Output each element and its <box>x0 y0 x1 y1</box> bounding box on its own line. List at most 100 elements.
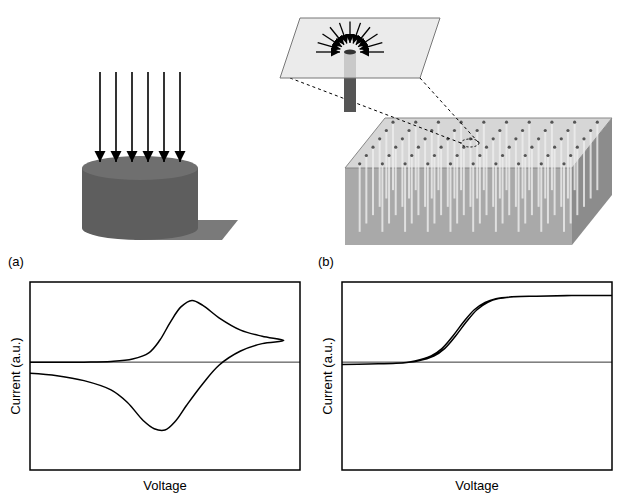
electrode-tip <box>562 162 565 165</box>
diffusion-arrow <box>163 72 165 162</box>
electrode-tip <box>530 146 533 149</box>
electrode-tip <box>589 129 592 132</box>
electrode-tip <box>403 162 406 165</box>
electrode-wire <box>528 122 530 190</box>
electrode-tip <box>566 129 569 132</box>
electrode-wire <box>563 164 565 232</box>
box-top-face <box>345 118 612 168</box>
data-line <box>342 296 612 365</box>
electrode-wire <box>483 122 485 190</box>
electrode-wire <box>415 122 417 190</box>
electrode-wire <box>508 147 510 215</box>
electrode-wire <box>411 156 413 224</box>
plot-area <box>342 296 612 365</box>
figure: (a) (b) Voltage Current (a.u.)Voltage Curren… <box>0 0 622 500</box>
electrode-tip <box>596 121 599 124</box>
inset-electrode <box>344 50 356 55</box>
electrode-wire <box>531 147 533 215</box>
electrode-wire <box>574 122 576 190</box>
electrode-tip <box>456 154 459 157</box>
radial-arrow <box>316 51 340 52</box>
electrode-wire <box>515 139 517 207</box>
electrode-wire <box>463 147 465 215</box>
electrode-wire <box>424 139 426 207</box>
electrode-tip <box>371 146 374 149</box>
electrode-tip <box>505 121 508 124</box>
electrode-tip <box>485 146 488 149</box>
chart: Voltage Current (a.u.) <box>320 282 612 493</box>
electrode-tip <box>576 146 579 149</box>
electrode-wire <box>502 156 504 224</box>
electrode-tip <box>569 154 572 157</box>
electrode-wire <box>495 164 497 232</box>
electrode-tip <box>514 137 517 140</box>
electrode-wire <box>388 156 390 224</box>
electrode-tip <box>440 146 443 149</box>
electrode-tip <box>410 154 413 157</box>
electrode-tip <box>385 129 388 132</box>
electrode-wire <box>538 139 540 207</box>
electrode-wire <box>359 164 361 232</box>
electrode-wire <box>385 131 387 199</box>
electrode-wire <box>567 131 569 199</box>
electrode-tip <box>537 137 540 140</box>
electrode-tip <box>540 162 543 165</box>
electrode-tip <box>508 146 511 149</box>
panel-a-illustration <box>82 72 238 240</box>
electrode-tip <box>472 162 475 165</box>
electrode-wire <box>486 147 488 215</box>
electrode-tip <box>492 137 495 140</box>
electrode-wire <box>576 147 578 215</box>
electrode-wire <box>544 131 546 199</box>
electrode-tip <box>550 121 553 124</box>
radial-arrow <box>349 21 350 43</box>
electrode-wire <box>469 139 471 207</box>
electrode-tip <box>517 162 520 165</box>
electrode-wire <box>401 139 403 207</box>
electrode-tip <box>453 129 456 132</box>
electrode-tip <box>482 121 485 124</box>
electrode-wire <box>472 164 474 232</box>
electrode-tip <box>501 154 504 157</box>
electrode-tip <box>528 121 531 124</box>
electrode-wire <box>427 164 429 232</box>
electrode-wire <box>524 156 526 224</box>
electrode-tip <box>394 146 397 149</box>
x-axis-title: Voltage <box>455 478 498 493</box>
y-axis-title: Current (a.u.) <box>320 337 335 414</box>
zoom-line <box>420 78 479 143</box>
electrode-tip <box>560 137 563 140</box>
zoom-line <box>290 78 461 143</box>
electrode-wire <box>590 131 592 199</box>
electrode-tip <box>544 129 547 132</box>
electrode-wire <box>596 122 598 190</box>
electrode-wire <box>479 156 481 224</box>
electrode-tip <box>407 129 410 132</box>
electrode-wire <box>499 131 501 199</box>
electrode-tip <box>553 146 556 149</box>
electrode-wire <box>583 139 585 207</box>
plot-area <box>30 300 284 430</box>
panel-label: (a) <box>8 254 24 269</box>
electrode-wire <box>392 122 394 190</box>
electrode-tip <box>476 129 479 132</box>
electrode-wire <box>395 147 397 215</box>
diffusion-arrow <box>99 72 101 162</box>
radial-arrow <box>360 51 384 52</box>
electrode-tip <box>478 154 481 157</box>
electrode-wire <box>447 139 449 207</box>
electrode-tip <box>365 154 368 157</box>
panel-label: (b) <box>318 254 334 269</box>
electrode-tip <box>524 154 527 157</box>
electrode-tip <box>449 162 452 165</box>
electrode-tip <box>387 154 390 157</box>
electrode-wire <box>404 164 406 232</box>
electrode-wire <box>460 122 462 190</box>
electrode-tip <box>426 162 429 165</box>
electrode-tip <box>521 129 524 132</box>
electrode-wire <box>506 122 508 190</box>
radial-arrow <box>353 23 360 44</box>
electrode-wire <box>540 164 542 232</box>
plot-frame <box>30 282 300 470</box>
electrode-wire <box>456 156 458 224</box>
